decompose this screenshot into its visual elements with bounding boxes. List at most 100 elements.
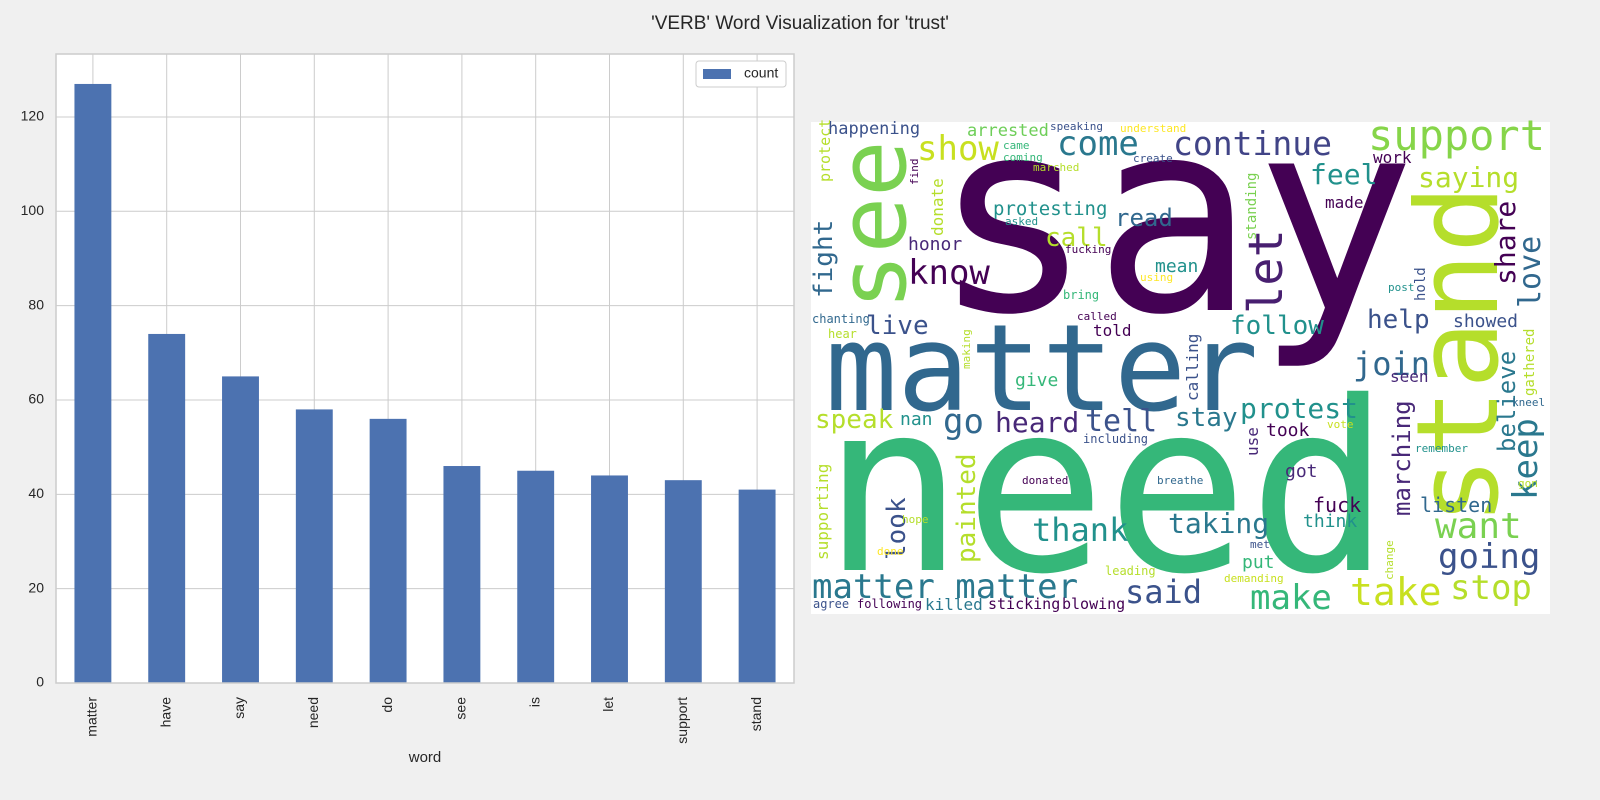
word: painted (952, 453, 982, 563)
word: need (822, 351, 1390, 626)
x-tick-label: let (600, 697, 616, 712)
word: speak (815, 405, 894, 435)
word: leading (1105, 564, 1156, 578)
word: join (1353, 345, 1430, 383)
word: let (1239, 229, 1294, 314)
word: done (877, 545, 904, 558)
word: arrested (967, 121, 1049, 141)
word: made (1325, 193, 1364, 212)
word: donate (928, 178, 947, 236)
word: agree (813, 597, 849, 611)
word: look (882, 497, 912, 560)
x-tick-label: say (231, 697, 247, 719)
word: follow (1230, 311, 1324, 341)
bar (517, 470, 555, 683)
word: kneel (1512, 396, 1545, 409)
word: thank (1032, 511, 1128, 549)
word: hold (1413, 267, 1429, 301)
word: know (908, 253, 990, 293)
word: understand (1120, 122, 1186, 135)
y-tick-label: 120 (21, 108, 45, 124)
word: see (819, 140, 928, 310)
word: coming (1003, 151, 1043, 164)
word: tell (1085, 404, 1157, 439)
word: donated (1022, 474, 1068, 487)
word: use (1243, 427, 1262, 456)
word: saying (1418, 161, 1519, 194)
word: asked (1005, 215, 1038, 228)
word: protesting (993, 198, 1107, 220)
word: taking (1168, 507, 1269, 540)
word: think (1303, 511, 1357, 532)
y-tick-label: 0 (36, 674, 44, 690)
word: speaking (1050, 120, 1103, 133)
word: post (1388, 281, 1415, 294)
word: stay (1175, 403, 1238, 433)
word: met (1250, 538, 1270, 551)
word: took (1266, 420, 1310, 441)
word: love (1513, 236, 1548, 308)
word: killed (925, 595, 983, 614)
word: matter matter (812, 567, 1078, 607)
word: keep (1506, 418, 1546, 500)
word: blowing (1062, 595, 1125, 613)
word: making (960, 329, 973, 369)
y-tick-label: 100 (21, 202, 45, 218)
word: gathered (1522, 329, 1538, 396)
word: told (1093, 321, 1132, 340)
word: showed (1453, 311, 1518, 332)
figure-title: 'VERB' Word Visualization for 'trust' (651, 13, 949, 34)
word: want (1435, 506, 1522, 547)
word: take (1350, 570, 1442, 614)
bar (222, 376, 259, 683)
word: protest (1240, 392, 1358, 425)
word: fight (809, 220, 839, 298)
bar (443, 466, 481, 683)
word: called (1077, 310, 1117, 323)
word: come (1057, 124, 1139, 164)
x-axis-label: word (408, 749, 442, 766)
x-tick-label: have (157, 697, 173, 728)
word: breathe (1157, 474, 1203, 487)
word: make (1250, 578, 1332, 618)
bar (148, 333, 186, 683)
word: came (1003, 139, 1030, 152)
word: give (1015, 370, 1058, 391)
y-tick-label: 20 (28, 579, 44, 595)
word: fuck (1313, 493, 1361, 517)
word: heard (995, 406, 1079, 439)
y-tick-label: 40 (28, 485, 44, 501)
word: calling (1183, 334, 1202, 401)
word: work (1373, 148, 1412, 167)
bar (74, 83, 112, 683)
word: including (1083, 432, 1148, 446)
plot-frame (55, 53, 795, 684)
word: going (1438, 537, 1540, 577)
word: live (866, 311, 929, 341)
x-tick-label: stand (748, 697, 764, 731)
word: say (932, 62, 1416, 374)
x-tick-label: need (305, 697, 321, 728)
x-tick-label: see (453, 697, 469, 720)
word: listen (1420, 493, 1492, 517)
word: hear (828, 327, 857, 341)
word: gon (1518, 477, 1538, 490)
word: remember (1415, 442, 1468, 455)
word: change (1383, 540, 1396, 580)
wordcloud-background (811, 122, 1550, 614)
bar (738, 489, 776, 683)
word: following (857, 597, 922, 611)
word: continue (1173, 124, 1332, 163)
word: show (917, 129, 999, 169)
word: chanting (812, 312, 870, 326)
word: stand (1392, 185, 1524, 525)
word: demanding (1224, 572, 1284, 585)
bar (664, 480, 702, 683)
bar (295, 409, 333, 683)
x-tick-label: matter (84, 697, 100, 737)
word: share (1489, 201, 1522, 285)
word: find (908, 159, 921, 186)
word: mean (1155, 256, 1198, 277)
